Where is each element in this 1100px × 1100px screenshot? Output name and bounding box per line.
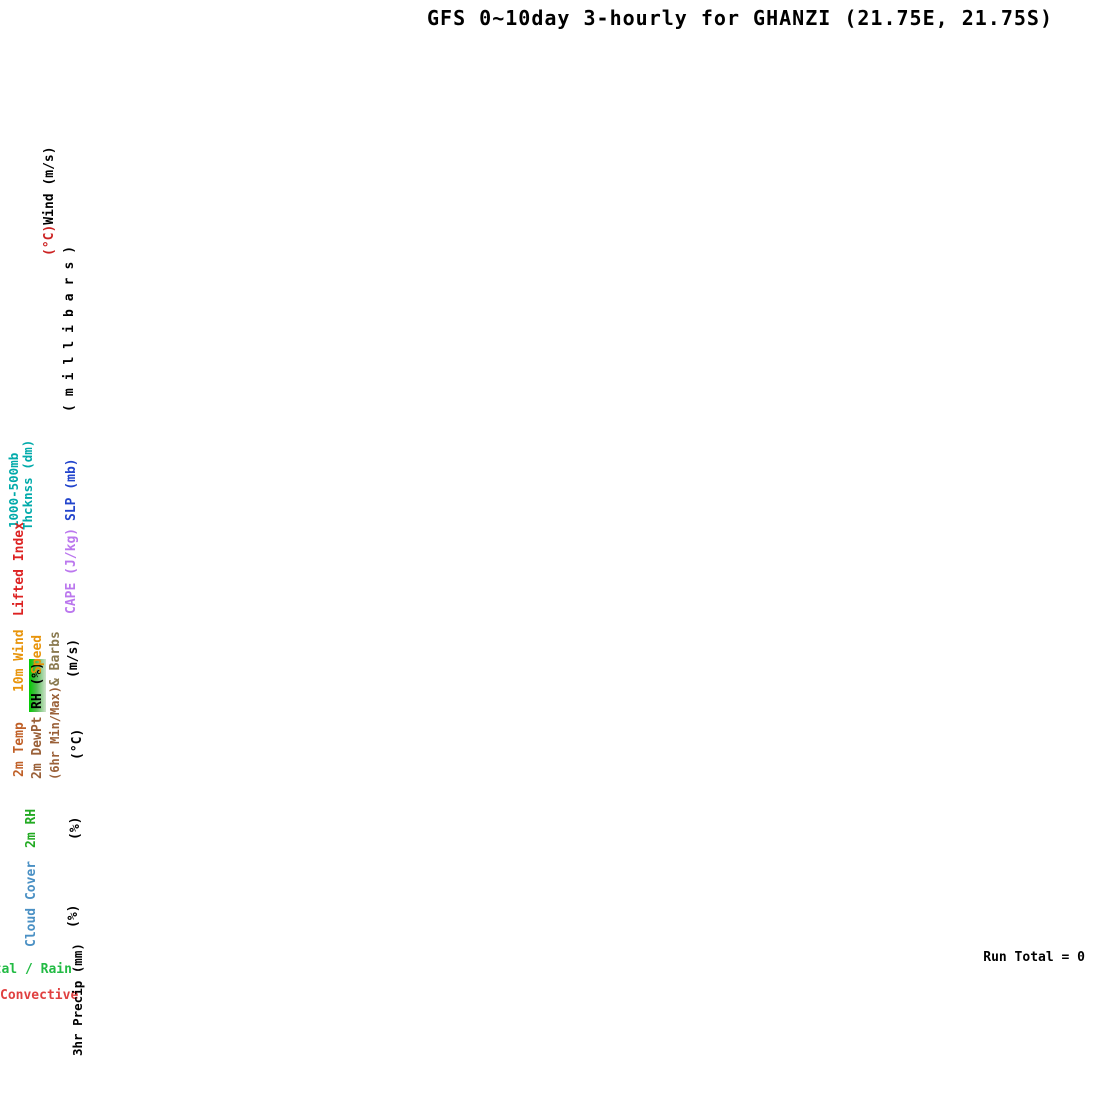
temp2m-units-label: (°C) [70,728,85,760]
lifted-index-axis-label: Lifted Index [12,522,27,616]
thickness-axis-label-1: 1000-500mb [6,452,21,528]
minmax-axis-label: (6hr Min/Max) [48,686,62,780]
p1-axis-caption: (°C)Wind (m/s) [42,146,57,256]
page-title: GFS 0~10day 3-hourly for GHANZI (21.75E,… [427,6,1053,30]
cape-axis-label: CAPE (J/kg) [64,527,79,614]
cloud-cover-axis-label: Cloud Cover [24,860,39,947]
temperature-units-label: (°C) [42,224,57,256]
slp-axis-label: SLP (mb) [64,458,79,521]
wind-barbs-axis-label: & Barbs [48,631,63,686]
thickness-axis-label-2: Thcknss (dm) [20,439,35,530]
wind10m-axis-label-2: Speed [30,634,45,674]
precip-total-rain-label: Total / Rain [0,962,72,977]
rh2m-axis-label: 2m RH [24,808,39,848]
precip-convective-label: Convective [0,988,79,1003]
wind10m-axis-label-1: 10m Wind [12,629,27,692]
run-total-label: Run Total = 0 [983,950,1085,965]
temp2m-axis-label: 2m Temp [12,722,27,777]
precip-axis-label: 3hr Precip (mm) [70,943,85,1056]
millibars-axis-label: (millibars) [62,237,77,412]
dewpt2m-axis-label: 2m DewPt [30,716,45,779]
rh2m-units-label: (%) [68,816,83,840]
cloud-cover-units-label: (%) [66,904,81,928]
wind10m-units-label: (m/s) [66,638,81,678]
wind-axis-label: Wind (m/s) [42,146,57,225]
